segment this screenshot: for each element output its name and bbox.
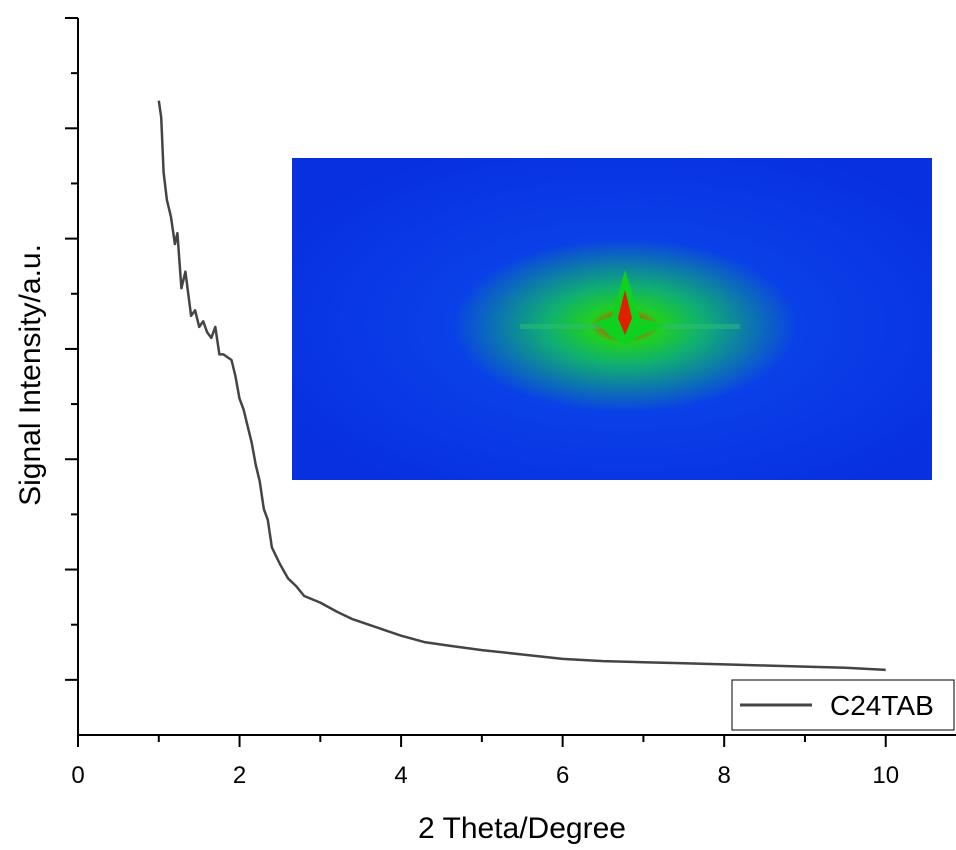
x-tick-label: 6 [556, 762, 569, 789]
x-tick-label: 0 [71, 762, 84, 789]
x-axis-label: 2 Theta/Degree [418, 812, 626, 845]
x-tick-label: 2 [233, 762, 246, 789]
legend-label: C24TAB [830, 690, 934, 721]
x-tick-label: 4 [394, 762, 407, 789]
x-tick-label: 8 [718, 762, 731, 789]
y-axis-label: Signal Intensity/a.u. [14, 244, 47, 506]
data-line [157, 100, 886, 672]
inset-image [292, 158, 932, 480]
x-tick-label: 10 [872, 762, 899, 789]
